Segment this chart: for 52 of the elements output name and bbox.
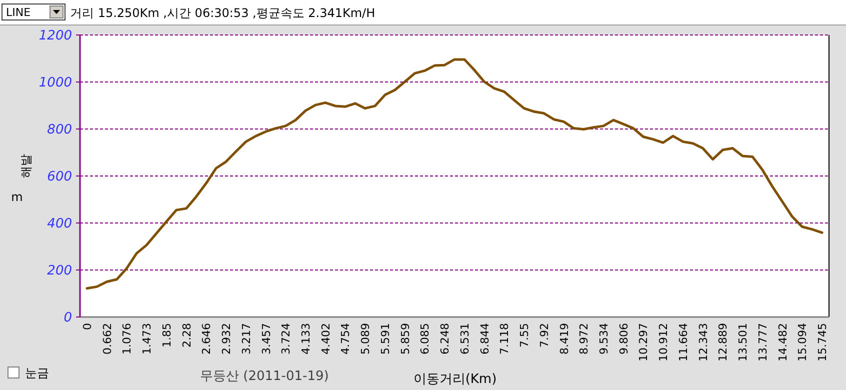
x-tick-label: 10.297 bbox=[637, 323, 650, 362]
x-tick-label: 8.419 bbox=[558, 323, 571, 354]
x-tick-label: 2.28 bbox=[180, 323, 194, 348]
y-tick-label: 600 bbox=[47, 170, 72, 185]
x-tick-label: 4.133 bbox=[299, 323, 312, 354]
x-tick-label: 15.094 bbox=[796, 323, 810, 362]
x-tick-label: 5.591 bbox=[378, 323, 392, 354]
x-tick-label: 12.889 bbox=[716, 323, 730, 362]
x-tick-label: 13.501 bbox=[736, 323, 750, 362]
x-tick-label: 7.118 bbox=[498, 323, 512, 354]
x-tick-label: 6.531 bbox=[458, 323, 472, 354]
x-tick-label: 6.248 bbox=[438, 323, 452, 354]
y-tick-label: 800 bbox=[47, 122, 72, 138]
x-tick-label: 1.076 bbox=[120, 323, 134, 354]
x-tick-label: 0 bbox=[80, 323, 94, 330]
y-tick-label: 200 bbox=[47, 264, 72, 279]
x-tick-label: 5.859 bbox=[398, 323, 412, 354]
x-tick-label: 0.662 bbox=[100, 323, 114, 354]
x-tick-label: 7.92 bbox=[538, 323, 551, 348]
x-tick-label: 7.55 bbox=[518, 323, 532, 348]
x-tick-label: 9.806 bbox=[617, 323, 630, 354]
y-axis-title: 해발 m bbox=[11, 154, 33, 204]
text: 무등산 (2011-01-19) bbox=[200, 369, 329, 384]
y-tick-label: 0 bbox=[64, 310, 72, 326]
x-tick-label: 14.482 bbox=[776, 323, 790, 362]
x-tick-label: 2.932 bbox=[220, 323, 234, 354]
x-tick-label: 15.745 bbox=[816, 323, 830, 362]
x-tick-label: 3.457 bbox=[260, 323, 273, 354]
x-tick-label: 10.912 bbox=[657, 323, 670, 362]
x-tick-label: 3.217 bbox=[240, 323, 253, 354]
x-tick-label: 8.972 bbox=[578, 323, 591, 354]
x-tick-label: 12.343 bbox=[696, 323, 710, 362]
text: 눈금 bbox=[25, 366, 49, 380]
x-axis-title: 이동거리(Km) bbox=[413, 372, 497, 387]
x-tick-label: 1.85 bbox=[160, 323, 174, 348]
x-tick-label: 2.646 bbox=[200, 323, 214, 354]
x-tick-label: 3.724 bbox=[280, 323, 293, 354]
x-tick-label: 4.402 bbox=[319, 323, 332, 354]
x-tick-label: 5.089 bbox=[359, 323, 372, 354]
x-tick-label: 11.664 bbox=[676, 323, 690, 362]
x-tick-label: 6.085 bbox=[418, 323, 432, 354]
x-tick-label: 6.844 bbox=[478, 323, 492, 354]
x-tick-label: 9.534 bbox=[598, 323, 611, 354]
y-tick-label: 400 bbox=[47, 216, 72, 232]
y-tick-label: 1200 bbox=[38, 28, 72, 44]
x-tick-label: 13.777 bbox=[756, 323, 770, 362]
y-tick-label: 1000 bbox=[38, 76, 72, 91]
chart-subtitle: 거리 15.250Km ,시간 06:30:53 ,평균속도 2.341Km/H bbox=[70, 6, 376, 20]
x-tick-label: 1.473 bbox=[140, 323, 154, 354]
line-series bbox=[86, 58, 824, 290]
dropdown: LINE bbox=[2, 4, 66, 20]
x-tick-label: 4.754 bbox=[339, 323, 352, 354]
